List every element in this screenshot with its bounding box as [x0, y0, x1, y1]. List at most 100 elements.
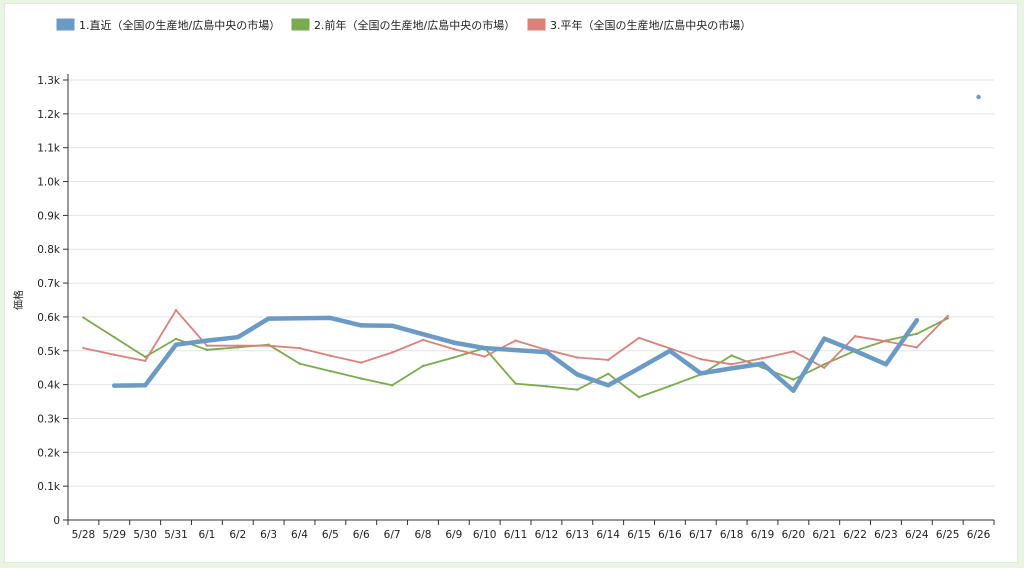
data-point-series-1[interactable] — [328, 315, 333, 321]
data-point-series-2[interactable] — [637, 395, 641, 399]
data-point-series-1[interactable] — [420, 331, 426, 337]
data-point-series-1[interactable] — [575, 372, 580, 377]
y-tick-label: 0.1k — [37, 481, 61, 493]
data-point-series-1[interactable] — [482, 345, 487, 351]
data-point-series-2[interactable] — [360, 377, 363, 380]
data-point-series-1[interactable] — [359, 323, 364, 328]
legend-label-3[interactable]: 3.平年（全国の生産地/広島中央の市場） — [550, 18, 751, 32]
data-point-series-3[interactable] — [514, 339, 517, 342]
legend-swatch-1[interactable] — [56, 18, 75, 31]
data-point-series-3[interactable] — [637, 336, 641, 340]
data-point-series-2[interactable] — [82, 316, 85, 319]
data-point-series-3[interactable] — [483, 355, 486, 358]
y-tick-label: 0.8k — [37, 244, 61, 256]
legend-label-1[interactable]: 1.直近（全国の生産地/広島中央の市場） — [79, 18, 280, 32]
data-point-series-1[interactable] — [883, 362, 889, 367]
y-tick-label: 1.2k — [37, 109, 61, 121]
data-point-series-3[interactable] — [823, 366, 826, 369]
x-tick-label: 6/24 — [905, 529, 929, 541]
data-point-series-2[interactable] — [514, 382, 517, 385]
data-point-series-1[interactable] — [544, 349, 549, 355]
x-tick-label: 6/9 — [445, 529, 462, 541]
data-point-series-1[interactable] — [852, 348, 858, 353]
x-tick-label: 6/4 — [291, 529, 308, 541]
data-point-series-3[interactable] — [82, 346, 85, 350]
data-point-series-1[interactable] — [822, 336, 827, 341]
y-axis-title: 価格 — [12, 290, 25, 310]
data-point-series-3[interactable] — [946, 314, 949, 318]
x-tick-label: 6/21 — [812, 529, 836, 541]
data-point-series-3[interactable] — [761, 357, 764, 360]
data-point-series-3[interactable] — [606, 358, 610, 362]
data-point-series-2[interactable] — [823, 363, 826, 366]
data-point-series-3[interactable] — [452, 347, 456, 351]
data-point-series-2[interactable] — [143, 355, 147, 359]
legend-swatch-3[interactable] — [527, 18, 546, 31]
data-point-series-1[interactable] — [389, 323, 395, 328]
x-tick-label: 6/26 — [967, 529, 991, 541]
data-point-series-3[interactable] — [174, 308, 178, 312]
y-tick-label: 1.3k — [37, 75, 61, 87]
data-point-series-2[interactable] — [113, 336, 116, 339]
series-line-1[interactable] — [112, 315, 920, 393]
data-point-series-1[interactable] — [173, 342, 179, 347]
data-point-series-3[interactable] — [421, 338, 425, 342]
data-point-series-1[interactable] — [235, 335, 240, 340]
data-point-series-1[interactable] — [760, 361, 765, 366]
data-point-series-3[interactable] — [329, 354, 332, 358]
data-point-series-3[interactable] — [853, 335, 857, 338]
data-point-series-3[interactable] — [390, 351, 394, 354]
data-point-series-2[interactable] — [730, 354, 733, 357]
data-point-series-3[interactable] — [699, 358, 702, 361]
data-point-series-1[interactable] — [204, 338, 210, 343]
data-point-series-1[interactable] — [451, 340, 457, 345]
data-point-series-1[interactable] — [636, 366, 642, 371]
data-point-series-2[interactable] — [236, 346, 239, 349]
data-point-series-1[interactable] — [976, 94, 981, 100]
data-point-series-2[interactable] — [174, 337, 178, 341]
data-point-series-2[interactable] — [668, 384, 672, 388]
data-point-series-3[interactable] — [792, 350, 795, 353]
data-point-series-1[interactable] — [698, 371, 703, 376]
data-point-series-2[interactable] — [390, 384, 394, 387]
x-tick-label: 6/19 — [751, 529, 775, 541]
data-point-series-1[interactable] — [667, 348, 673, 353]
data-point-series-1[interactable] — [605, 383, 611, 388]
gridlines — [68, 79, 994, 487]
y-tick-label: 0.5k — [37, 346, 61, 358]
data-point-series-3[interactable] — [113, 353, 116, 357]
legend-label-2[interactable]: 2.前年（全国の生産地/広島中央の市場） — [314, 18, 515, 32]
data-point-series-1[interactable] — [914, 318, 920, 323]
data-point-series-3[interactable] — [360, 361, 363, 364]
y-tick-label: 0.6k — [37, 312, 61, 324]
data-point-series-1[interactable] — [791, 388, 796, 393]
data-point-series-2[interactable] — [421, 364, 425, 368]
series-line-2[interactable] — [82, 316, 949, 399]
data-point-series-2[interactable] — [298, 362, 301, 365]
data-point-series-3[interactable] — [267, 344, 270, 347]
data-point-series-2[interactable] — [205, 348, 209, 351]
data-point-series-1[interactable] — [729, 366, 734, 371]
data-point-series-2[interactable] — [452, 356, 456, 359]
data-point-series-1[interactable] — [266, 316, 271, 321]
data-point-series-2[interactable] — [545, 385, 548, 388]
data-point-series-2[interactable] — [915, 332, 919, 336]
data-point-series-3[interactable] — [884, 340, 888, 343]
data-point-series-1[interactable] — [297, 316, 302, 321]
data-point-series-3[interactable] — [236, 344, 239, 347]
data-point-series-3[interactable] — [298, 346, 301, 350]
data-point-series-2[interactable] — [576, 388, 579, 391]
data-point-series-2[interactable] — [329, 369, 332, 373]
data-point-series-1[interactable] — [513, 347, 518, 353]
legend-swatch-2[interactable] — [291, 18, 310, 31]
data-point-series-1[interactable] — [142, 383, 148, 388]
data-point-series-1[interactable] — [112, 383, 117, 388]
data-point-series-3[interactable] — [915, 346, 919, 349]
data-point-series-2[interactable] — [606, 372, 610, 375]
data-point-series-3[interactable] — [143, 359, 147, 363]
data-point-series-3[interactable] — [205, 344, 209, 347]
data-point-series-3[interactable] — [730, 363, 733, 366]
data-point-series-2[interactable] — [792, 378, 795, 381]
data-point-series-3[interactable] — [576, 356, 579, 359]
